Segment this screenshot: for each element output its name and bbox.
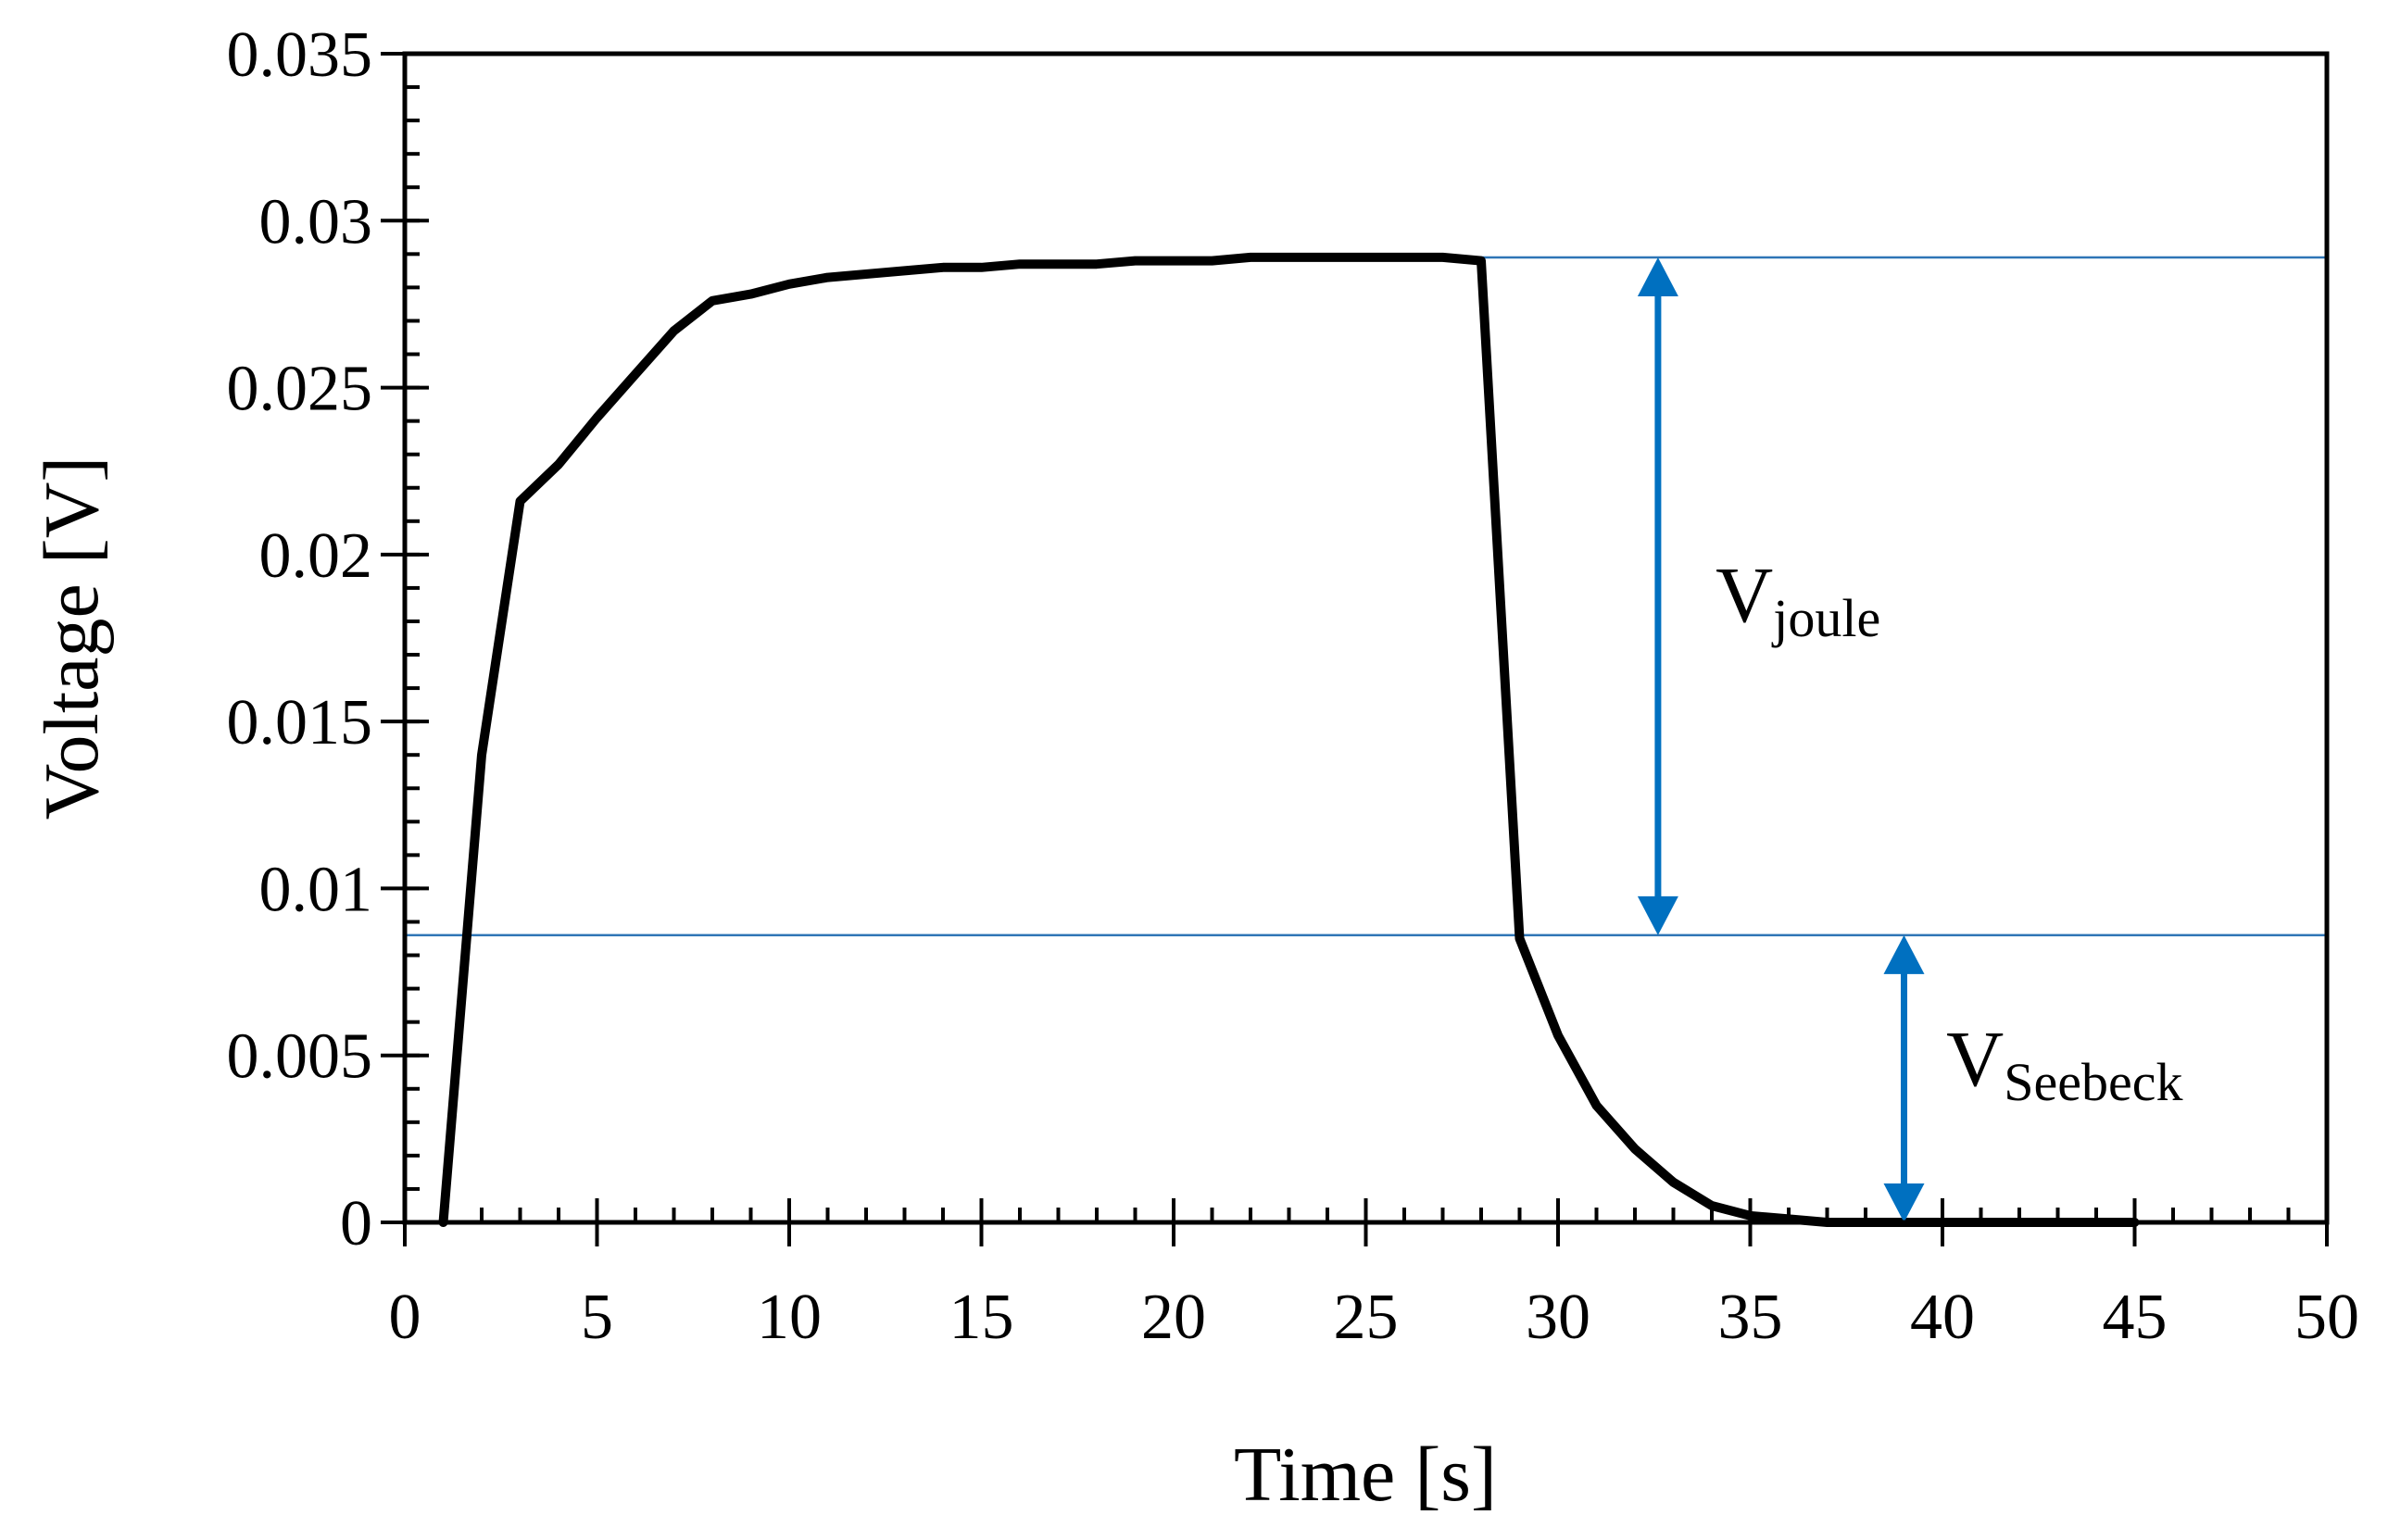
y-tick-label: 0.01: [259, 854, 373, 925]
x-tick-label: 10: [757, 1282, 822, 1353]
y-axis-title: Voltage [V]: [29, 457, 115, 820]
v-joule-label-subscript: joule: [1771, 588, 1880, 648]
v-joule-arrow-head-up: [1637, 257, 1678, 296]
x-tick-label: 5: [581, 1282, 613, 1353]
v-seebeck-label-main: V: [1946, 1014, 2004, 1103]
v-joule-arrow-head-down: [1637, 895, 1678, 935]
v-seebeck-arrow-head-down: [1883, 1183, 1925, 1222]
v-joule-annotation: Vjoule: [1637, 257, 1880, 935]
x-tick-label: 20: [1141, 1282, 1206, 1353]
v-joule-label-main: V: [1716, 550, 1773, 639]
reference-lines: [405, 256, 2327, 937]
x-axis-title: Time [s]: [1234, 1432, 1497, 1518]
y-tick-label: 0.02: [259, 520, 373, 592]
plot-frame: [402, 51, 2330, 1225]
v-seebeck-annotation: VSeebeck: [1883, 934, 2182, 1222]
y-tick-label: 0: [340, 1188, 372, 1259]
v-joule-label: Vjoule: [1716, 550, 1880, 648]
y-tick-labels: 0 0.005 0.01 0.015 0.02 0.025 0.03 0.035: [227, 19, 373, 1259]
x-tick-label: 0: [389, 1282, 421, 1353]
x-tick-label: 40: [1910, 1282, 1975, 1353]
y-tick-label: 0.025: [227, 354, 373, 425]
v-seebeck-arrow-head-up: [1883, 934, 1925, 974]
y-tick-label: 0.035: [227, 19, 373, 91]
x-tick-label: 15: [949, 1282, 1014, 1353]
x-tick-label: 35: [1718, 1282, 1783, 1353]
y-tick-label: 0.03: [259, 186, 373, 257]
x-tick-label: 30: [1526, 1282, 1590, 1353]
v-seebeck-label-subscript: Seebeck: [2004, 1052, 2182, 1112]
x-tick-label: 45: [2103, 1282, 2168, 1353]
x-tick-labels: 0 5 10 15 20 25 30 35 40 45 50: [389, 1282, 2360, 1353]
x-tick-label: 25: [1334, 1282, 1399, 1353]
y-tick-label: 0.015: [227, 687, 373, 758]
v-seebeck-label: VSeebeck: [1946, 1014, 2182, 1112]
x-tick-label: 50: [2294, 1282, 2359, 1353]
y-tick-label: 0.005: [227, 1021, 373, 1093]
